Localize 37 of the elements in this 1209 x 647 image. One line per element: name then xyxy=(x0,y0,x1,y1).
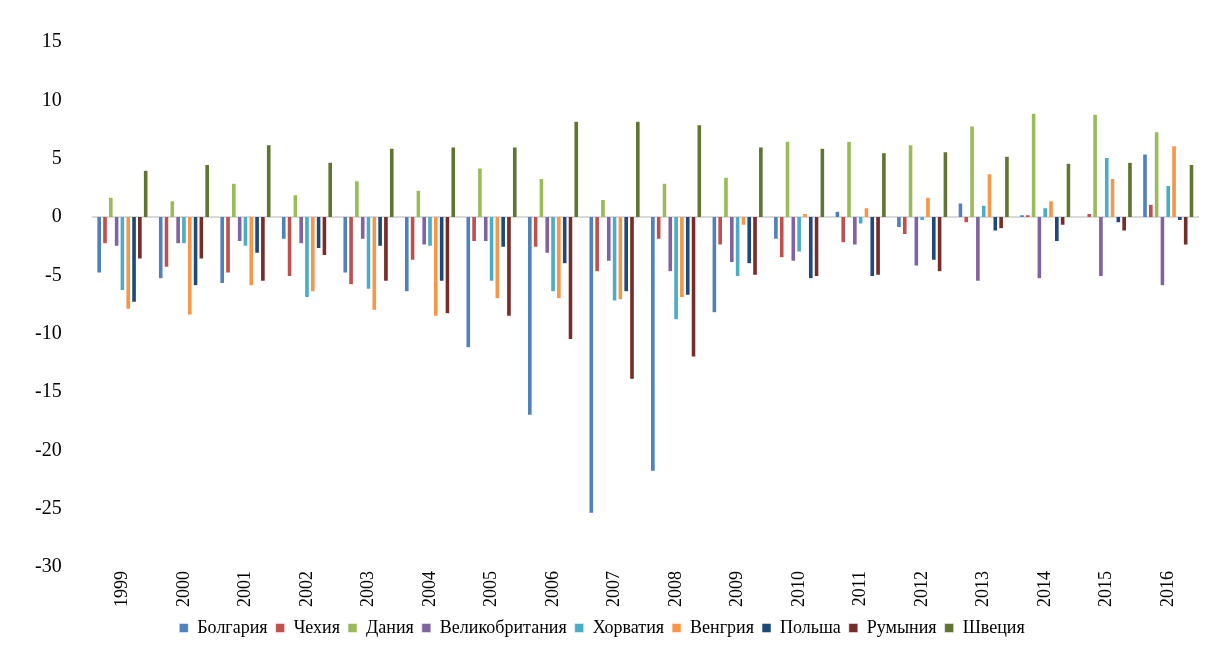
y-tick-label: -30 xyxy=(34,554,62,577)
x-tick-label: 2005 xyxy=(480,571,501,607)
legend-label: Болгария xyxy=(197,616,268,637)
x-tick-label: 1999 xyxy=(111,571,132,607)
y-tick-label: -15 xyxy=(34,379,62,402)
y-tick-label: -25 xyxy=(34,495,62,518)
x-tick-label: 2003 xyxy=(357,571,378,607)
x-tick-label: 2000 xyxy=(172,571,193,607)
x-tick-label: 2013 xyxy=(972,571,993,607)
y-tick-label: 0 xyxy=(51,204,62,227)
y-tick-label: 5 xyxy=(51,145,62,168)
y-tick-label: 10 xyxy=(41,87,62,110)
x-tick-label: 2007 xyxy=(603,571,624,607)
x-tick-label: 2011 xyxy=(849,571,870,607)
y-tick-label: 15 xyxy=(41,29,62,52)
x-tick-label: 2002 xyxy=(295,571,316,607)
x-tick-label: 2014 xyxy=(1033,571,1054,607)
legend-label: Швеция xyxy=(962,616,1025,637)
y-tick-label: -5 xyxy=(44,262,62,285)
x-tick-label: 2004 xyxy=(418,571,439,607)
x-tick-label: 2001 xyxy=(234,571,255,607)
x-tick-label: 2009 xyxy=(726,571,747,607)
legend-label: Румыния xyxy=(866,616,937,637)
legend-label: Дания xyxy=(366,616,414,637)
legend-label: Великобритания xyxy=(439,616,567,637)
x-tick-label: 2008 xyxy=(664,571,685,607)
x-tick-label: 2012 xyxy=(910,571,931,607)
x-tick-label: 2010 xyxy=(787,571,808,607)
legend-label: Польша xyxy=(780,616,841,637)
legend-label: Венгрия xyxy=(690,616,755,637)
x-tick-label: 2016 xyxy=(1156,571,1177,607)
x-tick-label: 2006 xyxy=(541,571,562,607)
legend-label: Хорватия xyxy=(592,616,665,637)
legend-label: Чехия xyxy=(293,616,341,637)
y-tick-label: -10 xyxy=(34,320,62,343)
x-tick-label: 2015 xyxy=(1095,571,1116,607)
y-tick-label: -20 xyxy=(34,437,62,460)
